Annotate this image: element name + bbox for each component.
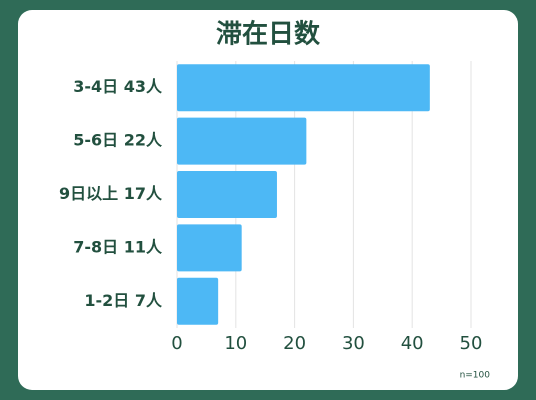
bar (177, 117, 307, 165)
bar (177, 64, 430, 112)
x-tick-label: 20 (283, 333, 306, 354)
bar (177, 277, 219, 325)
y-tick-label: 1-2日 7人 (84, 291, 163, 310)
x-tick-label: 30 (342, 333, 365, 354)
x-tick-label: 50 (460, 333, 483, 354)
bar (177, 171, 277, 218)
x-tick-label: 10 (224, 333, 247, 354)
y-tick-label: 3-4日 43人 (73, 77, 163, 96)
x-tick-label: 40 (401, 333, 424, 354)
x-tick-label: 0 (171, 333, 182, 354)
chart-title: 滞在日数 (216, 20, 321, 50)
y-tick-label: 7-8日 11人 (73, 237, 163, 256)
bar (177, 224, 242, 272)
y-tick-label: 5-6日 22人 (73, 131, 163, 150)
y-tick-label: 9日以上 17人 (59, 184, 163, 203)
annotation: n=100 (460, 371, 491, 381)
